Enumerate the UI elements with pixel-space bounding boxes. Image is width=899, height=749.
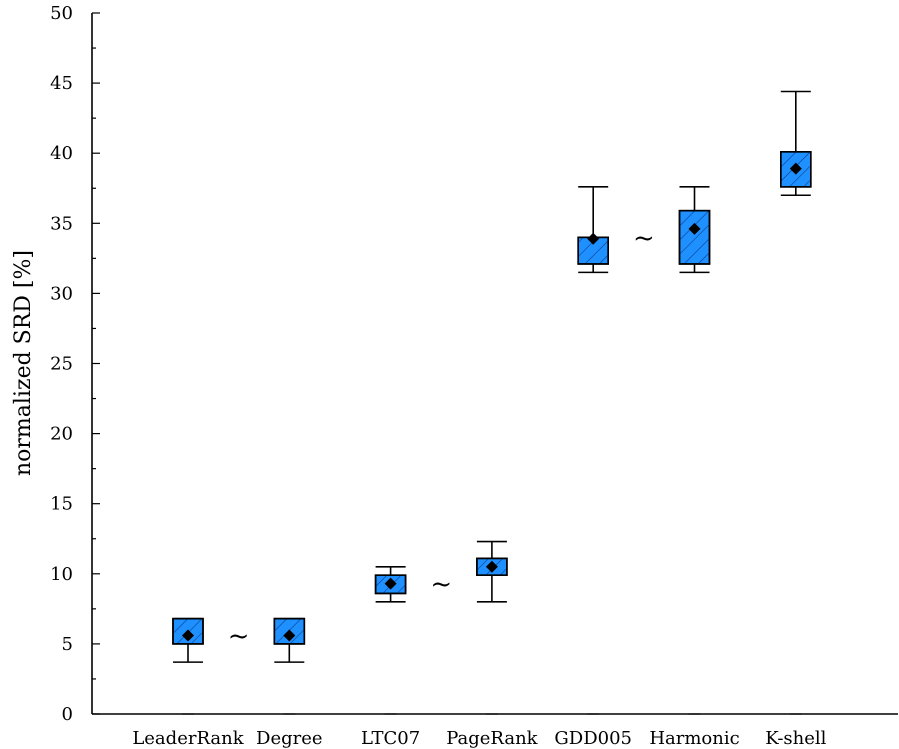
box-hatch [678,209,711,265]
y-tick-label: 30 [50,283,73,304]
y-ticks: 0 5 10 15 20 25 30 35 40 45 50 [50,3,100,725]
mean-marker [789,162,802,175]
x-tick-label: K-shell [765,728,826,749]
y-tick-label: 15 [50,494,73,515]
y-tick-label: 40 [50,143,73,164]
mean-marker [182,629,194,642]
mean-marker [485,560,498,573]
y-tick-label: 5 [62,634,73,655]
y-tick-label: 50 [50,3,73,24]
similarity-mark: ~ [633,223,655,253]
box-pagerank [476,540,508,603]
annotations: ~ ~ ~ [228,223,655,651]
box-k-shell [779,90,812,197]
y-axis-title: normalized SRD [%] [11,250,36,476]
mean-marker [688,222,701,235]
similarity-mark: ~ [430,570,452,600]
mean-marker [587,232,600,245]
box-degree [273,617,306,663]
x-tick-label: LTC07 [361,728,420,749]
y-tick-label: 10 [50,564,73,585]
mean-marker [384,577,397,590]
x-tick-label: LeaderRank [132,728,244,749]
y-tick-label: 35 [50,213,73,234]
mean-marker [283,629,296,642]
box-harmonic [678,186,711,274]
boxes [172,90,812,663]
box-ltc07 [374,565,407,603]
box-gdd005 [577,186,610,274]
x-tick-label: GDD005 [554,728,632,749]
x-tick-label: PageRank [446,728,538,749]
y-tick-label: 20 [50,424,73,445]
x-tick-label: Degree [256,728,323,749]
y-tick-label: 0 [62,704,73,725]
x-tick-label: Harmonic [649,728,739,749]
box-leaderrank [172,617,204,663]
y-tick-label: 45 [50,73,73,94]
axes [91,13,898,715]
y-tick-label: 25 [50,354,73,375]
x-ticks: LeaderRank Degree LTC07 PageRank GDD005 Harmo… [132,713,827,749]
similarity-mark: ~ [228,621,250,651]
